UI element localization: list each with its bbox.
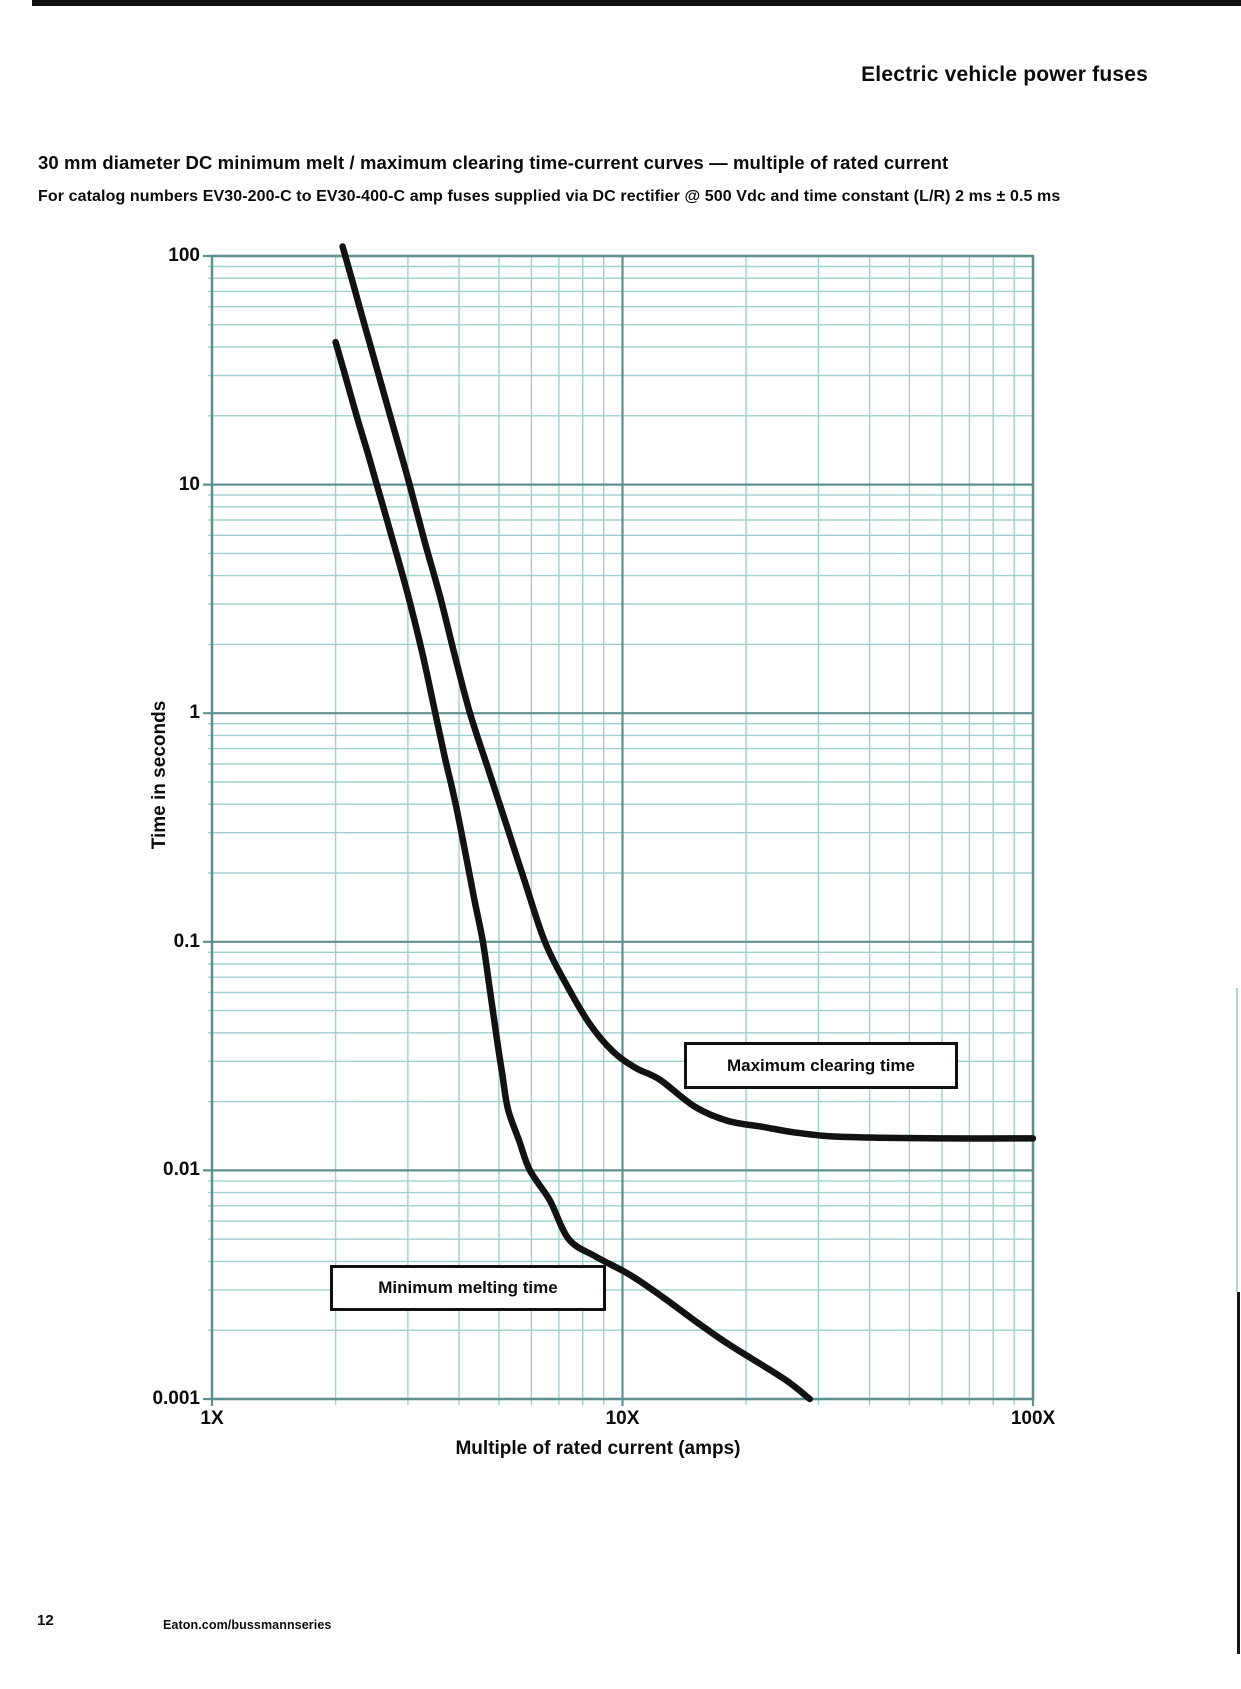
grid-lines xyxy=(203,243,1037,1406)
x-axis-tick-label: 1X xyxy=(200,1408,224,1429)
y-axis-title: Time in seconds xyxy=(149,700,170,850)
y-axis-tick-label: 100 xyxy=(168,245,200,266)
min-melting-curve xyxy=(332,338,814,1403)
y-axis-tick-label: 0.001 xyxy=(152,1388,200,1409)
page-header: Electric vehicle power fuses xyxy=(861,63,1148,86)
max-clearing-time-label-box: Maximum clearing time xyxy=(684,1042,958,1089)
y-axis-tick-label: 10 xyxy=(178,473,200,495)
min-melting-time-label-box: Minimum melting time xyxy=(330,1265,606,1311)
max-clearing-curve xyxy=(339,243,1037,1142)
x-axis-title: Multiple of rated current (amps) xyxy=(455,1438,741,1459)
y-axis-tick-label: 0.01 xyxy=(163,1159,200,1181)
scan-top-edge-bar xyxy=(32,0,1241,6)
chart-subtitle: For catalog numbers EV30-200-C to EV30-4… xyxy=(38,188,1061,205)
y-axis-tick-label: 1 xyxy=(189,702,200,724)
y-axis-tick-label: 0.1 xyxy=(173,930,200,952)
scan-right-edge-artifact-dark xyxy=(1237,1292,1240,1654)
page-number: 12 xyxy=(37,1612,54,1629)
footer-website: Eaton.com/bussmannseries xyxy=(163,1618,332,1632)
x-axis-tick-label: 10X xyxy=(605,1408,640,1429)
scan-right-edge-artifact-light xyxy=(1236,988,1238,1292)
x-axis-tick-label: 100X xyxy=(1010,1408,1056,1429)
chart-title: 30 mm diameter DC minimum melt / maximum… xyxy=(38,152,949,173)
